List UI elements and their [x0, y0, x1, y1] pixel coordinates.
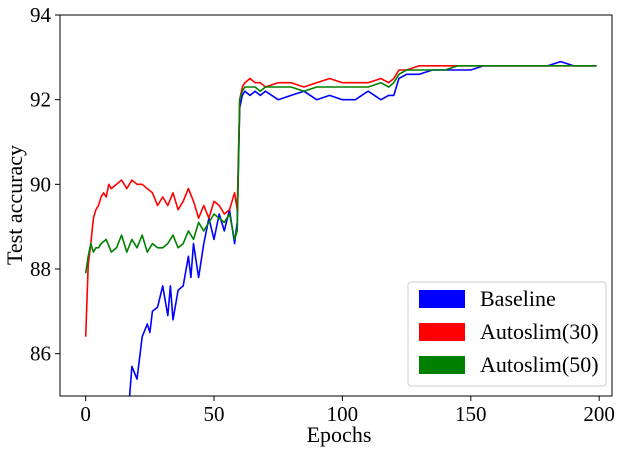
legend-label-autoslim-30: Autoslim(30): [480, 319, 599, 344]
plot-frame: [59, 14, 613, 397]
x-axis-title: Epochs: [307, 422, 372, 447]
series-line-baseline: [128, 60, 597, 396]
x-tick-label: 50: [204, 402, 225, 426]
legend: Baseline Autoslim(30) Autoslim(50): [407, 281, 607, 387]
legend-label-baseline: Baseline: [480, 286, 556, 311]
series-layer: [84, 60, 597, 396]
x-axis: 0 50 100 150 200: [80, 396, 615, 426]
y-axis: 86 88 90 92 94: [30, 3, 60, 366]
y-tick-label: 86: [30, 342, 51, 366]
y-tick-label: 94: [30, 3, 52, 27]
legend-items: Baseline Autoslim(30) Autoslim(50): [419, 286, 599, 377]
legend-swatch-autoslim-30: [419, 323, 465, 341]
y-axis-title: Test accuracy: [2, 145, 27, 265]
legend-swatch-baseline: [419, 290, 465, 308]
y-tick-label: 92: [30, 88, 51, 112]
legend-label-autoslim-50: Autoslim(50): [480, 352, 599, 377]
y-tick-label: 88: [30, 257, 51, 281]
x-tick-label: 200: [583, 402, 615, 426]
x-tick-label: 150: [455, 402, 487, 426]
legend-swatch-autoslim-50: [419, 356, 465, 374]
x-tick-label: 0: [80, 402, 91, 426]
x-tick-label: 100: [327, 402, 359, 426]
series-line-autoslim-50: [84, 65, 597, 274]
y-tick-label: 90: [30, 172, 51, 196]
